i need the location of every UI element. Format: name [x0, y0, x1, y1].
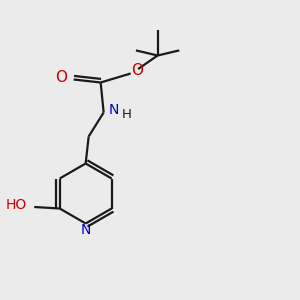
Text: H: H [122, 107, 131, 121]
Text: O: O [55, 70, 67, 85]
Text: N: N [80, 223, 91, 237]
Text: O: O [130, 63, 142, 78]
Text: HO: HO [6, 198, 27, 212]
Text: N: N [109, 103, 119, 117]
